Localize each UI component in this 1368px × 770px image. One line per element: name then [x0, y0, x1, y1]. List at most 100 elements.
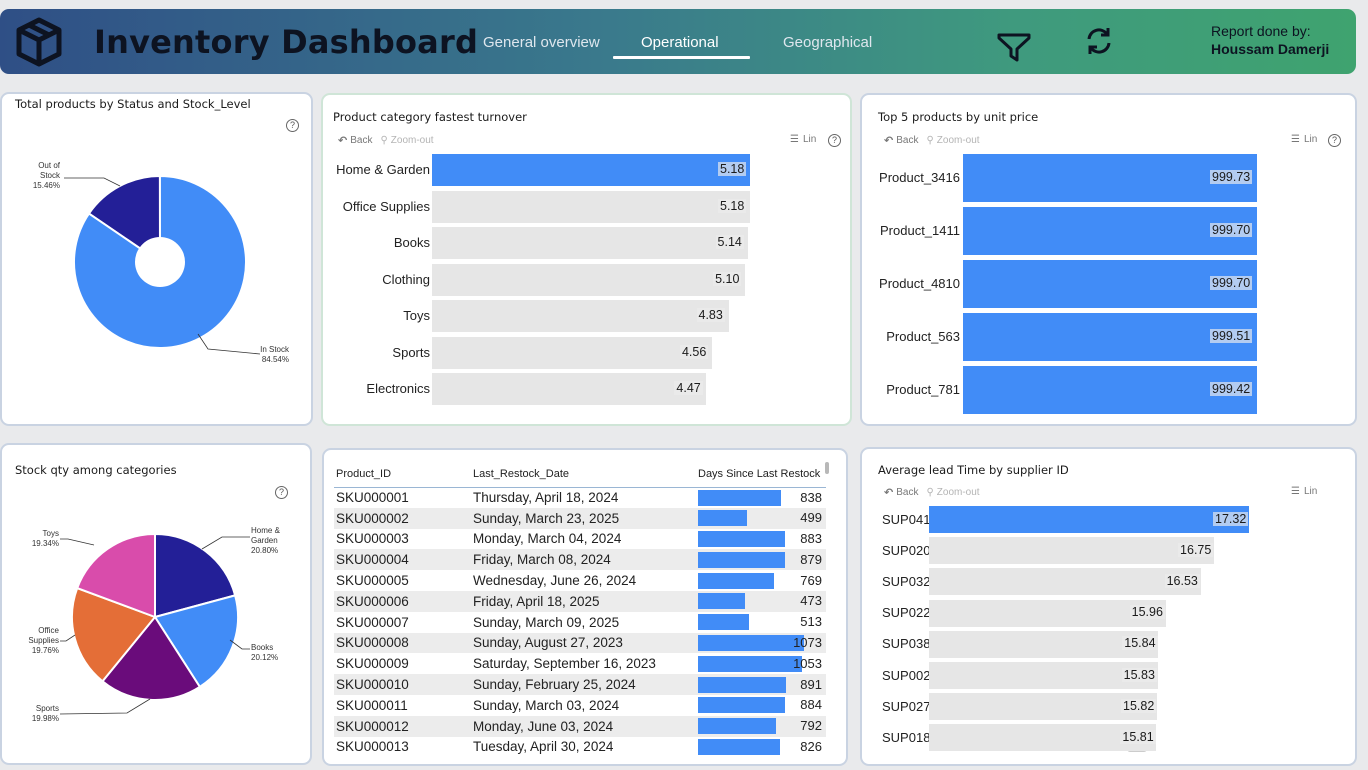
restock-date-cell: Monday, March 04, 2024 [473, 531, 622, 547]
days-bar-fill [698, 676, 787, 693]
price-card: Top 5 products by unit price ↶ Back ⚲ Zoom… [860, 93, 1357, 426]
days-bar: 792 [698, 716, 826, 736]
days-bar-fill [698, 572, 774, 589]
pie-data-label: Sports 19.98% [32, 704, 59, 723]
bar-category-label: SUP018 [882, 729, 931, 745]
column-header-last-restock-date[interactable]: Last_Restock_Date [471, 462, 696, 488]
table-row[interactable]: SKU000003 Monday, March 04, 2024 883 [334, 529, 826, 550]
bar[interactable] [432, 227, 748, 259]
leader-line [60, 538, 95, 546]
chart-toolbar: ↶ Back ⚲ Zoom-out [338, 134, 434, 147]
lin-toggle[interactable]: ☰ Lin [1291, 134, 1318, 145]
days-since-restock-cell: 879 [696, 549, 826, 571]
help-icon[interactable]: ? [286, 119, 299, 132]
bar[interactable] [432, 373, 707, 405]
tab-general-overview[interactable]: General overview [483, 34, 600, 51]
report-by-name: Houssam Damerji [1211, 41, 1330, 57]
product-id-cell: SKU000012 [334, 715, 471, 737]
days-bar-fill [698, 634, 804, 651]
pie-slice[interactable] [71, 586, 157, 683]
days-bar-fill [698, 510, 748, 527]
days-bar: 1073 [698, 633, 826, 653]
help-icon[interactable]: ? [1328, 134, 1341, 147]
refresh-icon[interactable] [1081, 23, 1117, 59]
back-button[interactable]: ↶ Back [884, 135, 919, 147]
help-icon[interactable]: ? [828, 134, 841, 147]
table-row[interactable]: SKU000011 Sunday, March 03, 2024 884 [334, 695, 826, 716]
back-button[interactable]: ↶ Back [338, 135, 373, 147]
table-row[interactable]: SKU000001 Thursday, April 18, 2024 838 [334, 487, 826, 508]
filter-icon[interactable] [996, 29, 1032, 65]
table-row[interactable]: SKU000008 Sunday, August 27, 2023 1073 [334, 632, 826, 654]
bar[interactable] [432, 154, 750, 186]
bar-value-label: 5.10 [713, 271, 742, 286]
days-bar: 838 [698, 488, 826, 508]
bar[interactable] [929, 724, 1157, 752]
lin-label: Lin [1303, 134, 1318, 145]
bar[interactable] [432, 190, 750, 223]
lin-toggle[interactable]: ☰ Lin [1291, 486, 1318, 497]
pie-slice[interactable] [154, 532, 237, 619]
bar[interactable] [432, 263, 746, 296]
table-row[interactable]: SKU000009 Saturday, September 16, 2023 105… [334, 653, 826, 674]
bar[interactable] [963, 313, 1257, 361]
zoom-out-button[interactable]: ⚲ Zoom-out [926, 487, 980, 498]
pie-slice[interactable] [101, 615, 202, 701]
active-tab-underline [613, 56, 750, 59]
stock-chart-title: Stock qty among categories [15, 463, 177, 477]
days-bar: 826 [698, 737, 826, 757]
bar-category-label: Product_1411 [880, 223, 960, 238]
table-row[interactable]: SKU000007 Sunday, March 09, 2025 513 [334, 612, 826, 633]
bar[interactable] [929, 693, 1158, 721]
table-row[interactable]: SKU000004 Friday, March 08, 2024 879 [334, 549, 826, 571]
zoom-out-button[interactable]: ⚲ Zoom-out [380, 135, 434, 146]
column-header-days-since-restock[interactable]: Days Since Last Restock [696, 462, 826, 488]
restock-date-cell: Sunday, August 27, 2023 [471, 632, 696, 654]
product-id-cell: SKU000013 [336, 739, 409, 755]
product-id-cell: SKU000007 [336, 614, 409, 630]
leader-line [64, 177, 121, 187]
help-icon[interactable]: ? [275, 486, 288, 499]
bar-value-label: 15.81 [1120, 729, 1156, 744]
zoom-out-button[interactable]: ⚲ Zoom-out [926, 135, 980, 146]
table-row[interactable]: SKU000006 Friday, April 18, 2025 473 [334, 590, 826, 612]
bar[interactable] [929, 630, 1159, 658]
pie-slice[interactable] [75, 532, 156, 619]
bar[interactable] [963, 154, 1257, 202]
table-row[interactable]: SKU000002 Sunday, March 23, 2025 499 [334, 507, 826, 529]
chart-toolbar: ↶ Back ⚲ Zoom-out [884, 134, 980, 147]
bar-category-label: SUP032 [882, 573, 931, 589]
bar[interactable] [929, 568, 1201, 596]
column-header-product-id[interactable]: Product_ID [334, 462, 471, 488]
page-title: Inventory Dashboard [94, 23, 479, 61]
bar[interactable] [432, 300, 729, 332]
bar[interactable] [929, 506, 1249, 533]
table-scrollbar[interactable] [825, 462, 829, 474]
tab-geographical[interactable]: Geographical [783, 34, 873, 51]
leader-line [229, 639, 250, 650]
table-row[interactable]: SKU000013 Tuesday, April 30, 2024 826 [334, 737, 826, 758]
bar[interactable] [963, 366, 1257, 414]
bar[interactable] [963, 260, 1257, 308]
days-since-restock-cell: 792 [696, 715, 826, 737]
bar[interactable] [929, 599, 1166, 627]
table-row[interactable]: SKU000012 Monday, June 03, 2024 792 [334, 715, 826, 737]
bar[interactable] [929, 537, 1215, 565]
restock-date-cell: Friday, April 18, 2025 [471, 590, 696, 612]
bar-value-label: 15.84 [1122, 636, 1158, 651]
bar[interactable] [963, 207, 1257, 255]
tab-operational[interactable]: Operational [641, 34, 719, 51]
bar-category-label: Product_3416 [879, 170, 960, 185]
pie-slice[interactable] [153, 594, 239, 689]
days-value: 838 [800, 489, 822, 505]
table-row[interactable]: SKU000010 Sunday, February 25, 2024 891 [334, 674, 826, 695]
back-button[interactable]: ↶ Back [884, 487, 919, 499]
days-bar-fill [698, 655, 803, 672]
bar[interactable] [929, 662, 1158, 689]
bar[interactable] [432, 336, 712, 369]
status-chart-title: Total products by Status and Stock_Level [15, 97, 251, 111]
table-row[interactable]: SKU000005 Wednesday, June 26, 2024 769 [334, 570, 826, 591]
days-bar: 473 [698, 591, 826, 611]
lin-toggle[interactable]: ☰ Lin [790, 134, 817, 145]
price-chart-title: Top 5 products by unit price [878, 110, 1039, 124]
